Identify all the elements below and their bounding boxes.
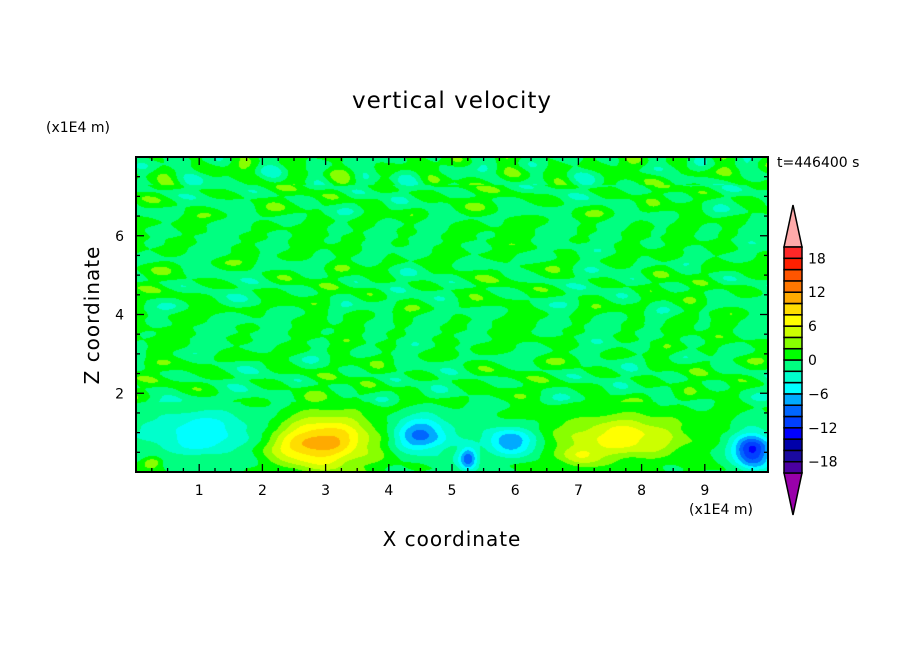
colorbar-box (783, 280, 803, 293)
colorbar-tick-label: 0 (808, 353, 817, 369)
x-axis-label: X coordinate (382, 527, 522, 551)
colorbar-box (783, 325, 803, 339)
x-tick-label: 1 (195, 483, 204, 499)
x-tick-label: 8 (637, 483, 646, 499)
chart-title: vertical velocity (352, 88, 552, 114)
colorbar-box (783, 359, 803, 373)
colorbar-box (783, 347, 803, 361)
y-tick-label: 4 (115, 308, 124, 324)
y-tick-label: 6 (115, 229, 124, 245)
colorbar-box (783, 291, 803, 305)
colorbar-box (783, 381, 803, 395)
y-tick-label: 2 (115, 386, 124, 402)
colorbar-box (783, 449, 803, 463)
x-axis-unit: (x1E4 m) (689, 502, 753, 518)
x-tick-label: 4 (384, 483, 393, 499)
time-label: t=446400 s (777, 155, 860, 171)
colorbar-box (783, 460, 803, 474)
colorbar-box (783, 246, 803, 260)
colorbar-over-triangle (783, 204, 803, 248)
x-tick-label: 2 (258, 483, 267, 499)
colorbar-box (783, 415, 803, 429)
colorbar-box (783, 404, 803, 418)
x-tick-label: 7 (574, 483, 583, 499)
colorbar-box (783, 336, 803, 350)
colorbar-tick-label: 12 (808, 285, 826, 301)
plot-area (136, 157, 768, 472)
colorbar-tick-label: 18 (808, 251, 826, 267)
plot-frame (135, 156, 769, 473)
x-tick-label: 5 (448, 483, 457, 499)
colorbar-box (783, 438, 803, 452)
colorbar-tick-label: 6 (808, 319, 817, 335)
colorbar-under-triangle (783, 472, 803, 516)
colorbar-box (783, 314, 803, 327)
x-tick-label: 3 (321, 483, 330, 499)
colorbar-box (783, 268, 803, 282)
colorbar-box (783, 370, 803, 384)
x-tick-label: 6 (511, 483, 520, 499)
colorbar-box (783, 427, 803, 440)
colorbar-box (783, 393, 803, 406)
colorbar-tick-label: −12 (808, 421, 838, 437)
x-tick-label: 9 (700, 483, 709, 499)
colorbar-tick-label: −18 (808, 455, 838, 471)
y-axis-unit: (x1E4 m) (46, 120, 110, 136)
colorbar-tick-label: −6 (808, 387, 829, 403)
contour-field (136, 157, 768, 472)
colorbar-box (783, 302, 803, 316)
colorbar-box (783, 257, 803, 271)
